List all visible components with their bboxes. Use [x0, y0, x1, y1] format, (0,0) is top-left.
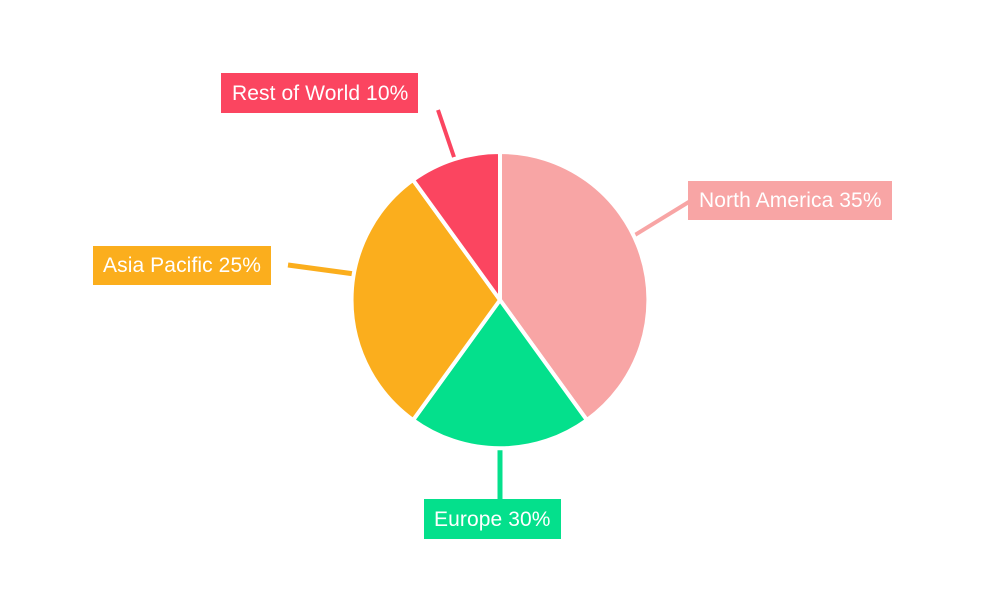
pie-label-rest-of-world[interactable]: Rest of World 10%	[221, 73, 419, 113]
pie-label-rest-of-world-text: Rest of World 10%	[232, 81, 409, 105]
pie-slice-north-america[interactable]	[498, 149, 651, 423]
pie-label-north-america-text: North America 35%	[699, 189, 882, 212]
pie-label-europe[interactable]: Europe 30%	[424, 499, 561, 539]
leader-line-north-america	[628, 198, 694, 240]
pie-label-asia-pacific[interactable]: Asia Pacific 25%	[93, 246, 272, 285]
pie-slice-rest-of-world[interactable]	[411, 149, 502, 302]
pie-slices	[349, 149, 651, 451]
leader-line-rest-of-world	[436, 109, 457, 161]
leader-line-asia-pacific	[287, 262, 363, 278]
pie-label-europe-text: Europe 30%	[434, 507, 551, 531]
pie-label-asia-pacific-text: Asia Pacific 25%	[103, 254, 262, 277]
pie-slice-europe[interactable]	[411, 298, 589, 451]
pie-label-north-america[interactable]: North America 35%	[688, 181, 892, 220]
pie-slice-asia-pacific[interactable]	[349, 177, 502, 423]
